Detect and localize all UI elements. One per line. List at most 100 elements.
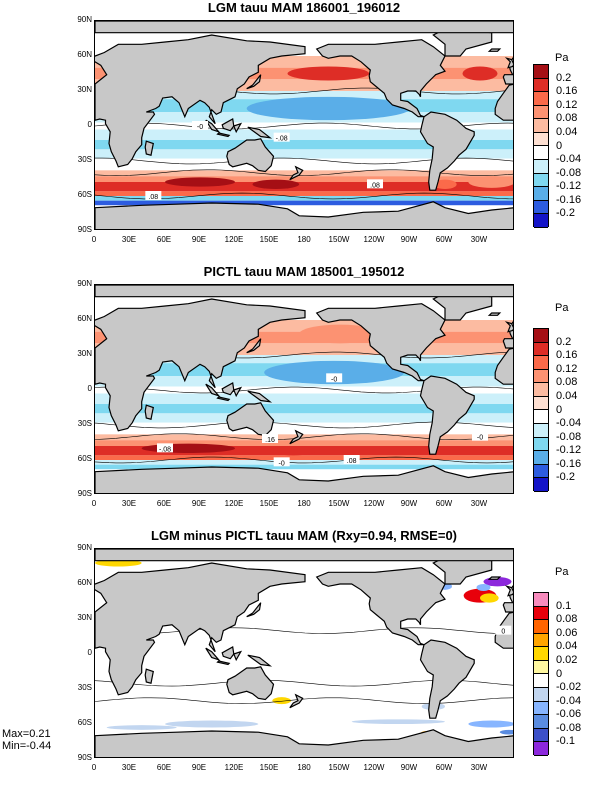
shading-band — [95, 404, 513, 414]
map-pictl: -0 -.08 .16 -0 .08 -0 — [94, 284, 514, 494]
x-tick-label: 30E — [121, 235, 137, 244]
colorbar-label: 0.12 — [556, 362, 578, 375]
land-mass — [95, 21, 513, 34]
x-tick-label: 0 — [91, 499, 97, 508]
x-tick-label: 30E — [121, 499, 137, 508]
x-tick-label: 120E — [224, 235, 244, 244]
land-mass — [315, 39, 446, 118]
colorbar-label: -0.2 — [556, 471, 575, 484]
colorbar-swatch — [534, 688, 548, 702]
colorbar-swatch — [534, 451, 548, 465]
colorbar-swatch — [534, 214, 548, 228]
land-mass — [246, 338, 262, 354]
land-mass — [95, 562, 306, 696]
contour-label: .08 — [347, 458, 357, 465]
colorbar-swatch — [534, 620, 548, 634]
y-tick-label: 60N — [77, 578, 92, 587]
contour-label-bg — [343, 455, 360, 464]
land-mass — [504, 585, 513, 597]
shading-blob — [246, 96, 410, 121]
contour-label: 0 — [501, 629, 505, 636]
colorbar-swatch — [534, 593, 548, 607]
shading-blob — [480, 593, 499, 603]
land-mass — [221, 646, 235, 660]
colorbar-label: -0.04 — [556, 417, 582, 430]
colorbar-swatch — [534, 65, 548, 79]
x-tick-label: 150W — [328, 235, 350, 244]
contour-label: -0 — [331, 376, 337, 383]
shading-band — [95, 464, 513, 470]
colorbar-unit: Pa — [555, 52, 569, 64]
land-mass — [315, 303, 446, 382]
panel-title: LGM tauu MAM 186001_196012 — [207, 0, 401, 15]
colorbar-swatch — [534, 464, 548, 479]
shading-band — [95, 440, 513, 446]
x-tick-label: 90W — [400, 499, 418, 508]
colorbar-label: -0.2 — [556, 207, 575, 220]
land-mass — [232, 650, 243, 662]
shading-blob — [468, 720, 513, 728]
colorbar-label: -0.16 — [556, 457, 582, 470]
shading-blob — [299, 324, 381, 344]
shading-band — [95, 422, 513, 435]
land-mass — [247, 390, 273, 403]
land-mass — [232, 122, 243, 134]
x-tick-label: 180 — [297, 235, 311, 244]
y-tick-label: 90N — [77, 543, 92, 552]
shading-blob — [165, 720, 259, 728]
land-mass — [221, 382, 235, 396]
colorbar-unit: Pa — [555, 566, 569, 578]
x-tick-label: 120E — [224, 763, 244, 772]
land-mass — [205, 383, 221, 398]
colorbar-swatch — [534, 437, 548, 452]
land-mass — [487, 576, 502, 580]
colorbar-label: -0.04 — [556, 694, 582, 707]
contour-line — [95, 627, 513, 634]
shading-blob — [433, 179, 457, 189]
colorbar-label: 0.04 — [556, 389, 578, 402]
land-mass — [247, 126, 273, 139]
contour-label-bg — [472, 431, 488, 441]
panel-title: PICTL tauu MAM 185001_195012 — [203, 264, 405, 279]
y-tick-label: 60S — [77, 190, 92, 199]
land-mass — [95, 465, 513, 493]
colorbar-label: 0.12 — [556, 98, 578, 111]
colorbar-label: 0.08 — [556, 613, 578, 626]
colorbar-swatch — [534, 647, 548, 661]
y-tick-label: 90S — [77, 225, 92, 234]
land-mass — [221, 118, 235, 132]
shading-band — [95, 393, 513, 404]
land-mass — [95, 729, 513, 757]
colorbar-label: 0.08 — [556, 376, 578, 389]
shading-blob — [468, 176, 513, 188]
map-diff: 0 — [94, 548, 514, 758]
land-mass — [95, 201, 513, 229]
x-tick-label: 30W — [470, 763, 488, 772]
min-stat: Min=-0.44 — [2, 740, 52, 752]
contour-label: .08 — [370, 182, 380, 189]
y-tick-label: 30N — [77, 85, 92, 94]
land-mass — [289, 429, 304, 445]
colorbar-label: 0.04 — [556, 640, 578, 653]
colorbar-label: -0.04 — [556, 153, 582, 166]
colorbar-swatch — [534, 369, 548, 384]
contour-label: -.08 — [276, 136, 288, 143]
colorbar-swatch — [534, 78, 548, 93]
y-tick-label: 90S — [77, 753, 92, 762]
shading-band — [95, 79, 513, 91]
land-mass — [232, 386, 243, 398]
shading-blob — [272, 697, 291, 705]
x-tick-label: 30W — [470, 235, 488, 244]
x-tick-label: 150E — [259, 763, 279, 772]
x-tick-label: 0 — [91, 235, 97, 244]
y-tick-label: 0 — [87, 648, 92, 657]
contour-label: .08 — [148, 194, 158, 201]
colorbar-swatch — [534, 356, 548, 370]
x-tick-label: 60W — [435, 499, 453, 508]
x-tick-label: 120E — [224, 499, 244, 508]
shading-blob — [264, 360, 405, 385]
land-mass — [205, 119, 221, 134]
contour-label: -0 — [197, 124, 203, 131]
contour-label-bg — [192, 121, 208, 130]
panel-lgm: LGM tauu MAM 186001_196012 -0.08 -.08.08 … — [0, 0, 594, 264]
